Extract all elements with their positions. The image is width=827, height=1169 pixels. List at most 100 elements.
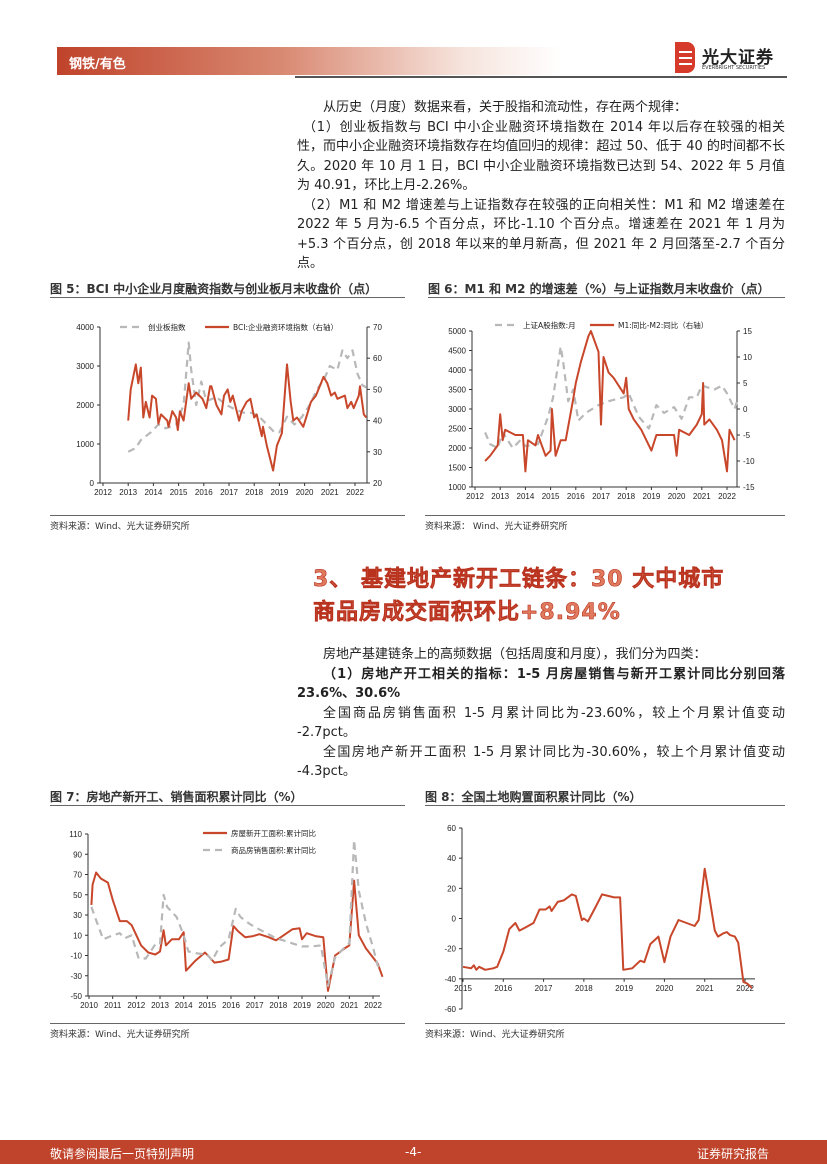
y-tick-label: 2500	[448, 425, 466, 434]
x-tick-label: 2014	[145, 488, 163, 497]
x-tick-label: 2019	[615, 984, 633, 993]
footer-report-type: 证券研究报告	[697, 1147, 770, 1161]
header-band: 钢铁/有色	[57, 47, 562, 75]
header-divider	[295, 76, 787, 78]
y-tick-label: -50	[70, 992, 82, 1001]
x-tick-label: 2011	[104, 1001, 122, 1010]
x-tick-label: 2018	[617, 492, 635, 501]
y-tick-label: -10	[70, 952, 82, 961]
y-tick-label: 20	[447, 884, 456, 893]
paragraph-bold: （1）房地产开工相关的指标：1-5 月房屋销售与新开工累计同比分别回落 23.6…	[297, 666, 785, 702]
x-tick-label: 2012	[94, 488, 112, 497]
x-tick-label: 2019	[271, 488, 289, 497]
x-tick-label: 2010	[80, 1001, 98, 1010]
series-line-1	[484, 345, 739, 450]
y-tick-label: -30	[70, 972, 82, 981]
x-tick-label: 2019	[643, 492, 661, 501]
x-tick-label: 2017	[246, 1001, 264, 1010]
y-tick-label: 1000	[448, 483, 466, 492]
y-tick-label: 4500	[448, 347, 466, 356]
y-tick-label: 4000	[76, 323, 94, 332]
x-tick-label: 2017	[535, 984, 553, 993]
section-text: 房地产基建链条上的高频数据（包括周度和月度），我们分为四类： （1）房地产开工相…	[297, 645, 785, 782]
legend-label: 商品房销售面积:累计同比	[231, 845, 317, 855]
y-tick-label: -40	[444, 975, 456, 984]
y-tick-label: 30	[73, 911, 82, 920]
y-tick-label-right: 50	[373, 385, 382, 394]
paragraph: 从历史（月度）数据来看，关于股指和流动性，存在两个规律：	[323, 100, 688, 115]
y-tick-label: 3000	[76, 362, 94, 371]
x-tick-label: 2022	[346, 488, 364, 497]
y-tick-label: -60	[444, 1005, 456, 1014]
y-tick-label: 90	[73, 850, 82, 859]
x-tick-label: 2014	[517, 492, 535, 501]
x-tick-label: 2022	[736, 984, 754, 993]
y-tick-label: 60	[447, 824, 456, 833]
series-line-1	[90, 871, 384, 992]
y-tick-label-right: 15	[743, 327, 752, 336]
x-tick-label: 2015	[198, 1001, 216, 1010]
x-tick-label: 2021	[696, 984, 714, 993]
paragraph: 房地产基建链条上的高频数据（包括周度和月度），我们分为四类：	[323, 647, 707, 662]
x-tick-label: 2018	[269, 1001, 287, 1010]
x-tick-label: 2020	[317, 1001, 335, 1010]
figure-7-title: 图 7：房地产新开工、销售面积累计同比（%）	[50, 788, 405, 806]
x-tick-label: 2017	[592, 492, 610, 501]
y-tick-label-right: 60	[373, 354, 382, 363]
paragraph: 全国房地产新开工面积 1-5 月累计同比为-30.60%，较上个月累计值变动 -…	[297, 744, 785, 780]
y-tick-label: 0	[452, 915, 457, 924]
x-tick-label: 2016	[567, 492, 585, 501]
y-tick-label: -20	[444, 945, 456, 954]
figure-5-title: 图 5：BCI 中小企业月度融资指数与创业板月末收盘价（点）	[50, 280, 405, 298]
y-tick-label: 5000	[448, 327, 466, 336]
x-tick-label: 2021	[340, 1001, 358, 1010]
page-number: -4-	[405, 1145, 422, 1159]
y-tick-label-right: 20	[373, 479, 382, 488]
series-line-1	[462, 867, 753, 989]
x-tick-label: 2019	[293, 1001, 311, 1010]
x-tick-label: 2012	[466, 492, 484, 501]
y-tick-label: 70	[73, 871, 82, 880]
y-tick-label-right: 70	[373, 323, 382, 332]
legend-label: M1:同比-M2:同比（右轴）	[618, 320, 708, 330]
figure-8-source: 资料来源：Wind、光大证券研究所	[425, 1023, 785, 1040]
y-tick-label: 3000	[448, 405, 466, 414]
y-tick-label: 3500	[448, 386, 466, 395]
x-tick-label: 2022	[364, 1001, 382, 1010]
x-tick-label: 2022	[718, 492, 736, 501]
footer-band: 敬请参阅最后一页特别声明 -4- 证券研究报告	[0, 1140, 827, 1164]
x-tick-label: 2013	[119, 488, 137, 497]
y-tick-label: 110	[69, 830, 82, 839]
intro-text: 从历史（月度）数据来看，关于股指和流动性，存在两个规律： （1）创业板指数与 B…	[297, 98, 785, 274]
y-tick-label: 1500	[448, 464, 466, 473]
section-heading: 3、 基建地产新开工链条：30 大中城市 商品房成交面积环比+8.94%	[313, 563, 724, 629]
legend-label: BCI:企业融资环境指数（右轴）	[233, 322, 338, 332]
y-tick-label: 4000	[448, 366, 466, 375]
x-tick-label: 2017	[220, 488, 238, 497]
y-tick-label-right: 30	[373, 448, 382, 457]
section-heading-line2: 商品房成交面积环比+8.94%	[313, 600, 621, 626]
x-tick-label: 2014	[175, 1001, 193, 1010]
y-tick-label-right: 10	[743, 353, 752, 362]
x-tick-label: 2013	[491, 492, 509, 501]
x-tick-label: 2016	[494, 984, 512, 993]
series-line-2	[127, 363, 368, 472]
figure-6-source: 资料来源： Wind、光大证券研究所	[425, 515, 785, 532]
x-tick-label: 2016	[195, 488, 213, 497]
section-label: 钢铁/有色	[69, 57, 126, 72]
x-tick-label: 2013	[151, 1001, 169, 1010]
x-tick-label: 2015	[542, 492, 560, 501]
x-tick-label: 2015	[454, 984, 472, 993]
y-tick-label: 2000	[448, 444, 466, 453]
x-tick-label: 2015	[170, 488, 188, 497]
logo-text-en: EVERBRIGHT SECURITIES	[702, 65, 766, 71]
x-tick-label: 2021	[321, 488, 339, 497]
x-tick-label: 2018	[245, 488, 263, 497]
logo-text-cn: 光大证券	[702, 48, 774, 68]
figure-8-title: 图 8：全国土地购置面积累计同比（%）	[425, 788, 785, 806]
series-line-2	[90, 839, 384, 987]
legend-label: 房屋新开工面积:累计同比	[231, 828, 317, 838]
y-tick-label-right: -15	[743, 483, 755, 492]
company-logo: 光大证券 EVERBRIGHT SECURITIES	[675, 42, 787, 74]
